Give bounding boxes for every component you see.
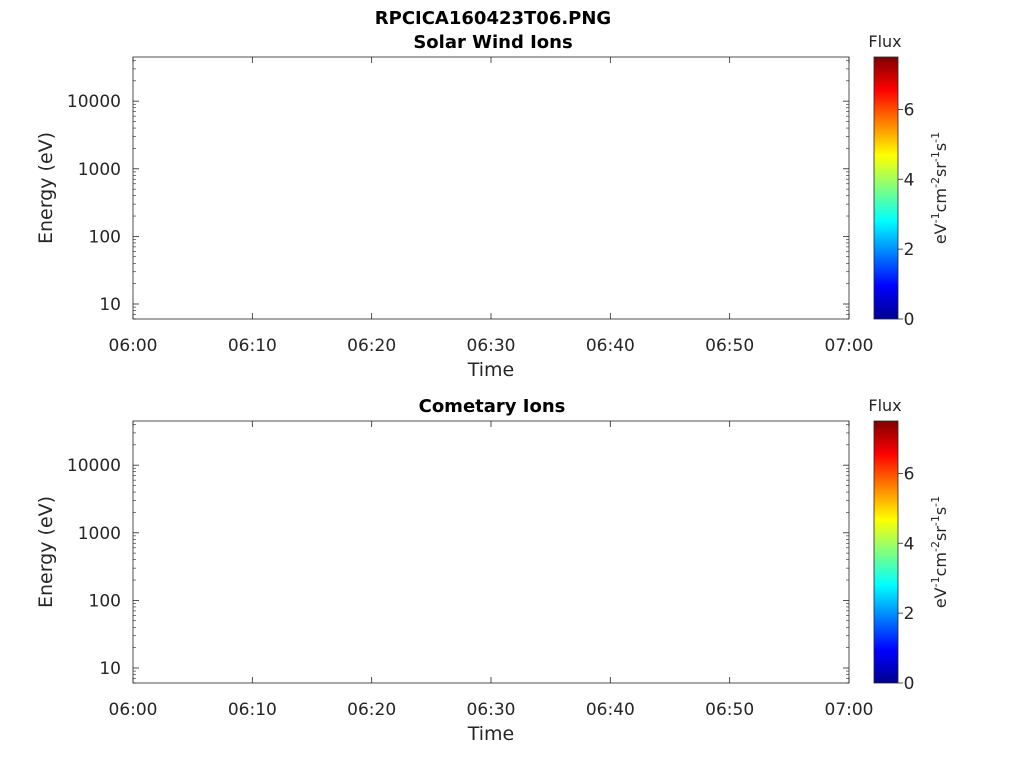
colorbar-2 — [873, 420, 899, 684]
colorbar-ticks-2: 0 2 4 6 — [898, 464, 914, 694]
colorbar-tick-label: 2 — [904, 240, 915, 260]
y-tick-label: 100 — [89, 591, 121, 611]
colorbar-tick-label: 4 — [904, 534, 915, 554]
x-tick-label: 06:00 — [109, 336, 158, 356]
colorbar-ticks-1: 0 2 4 6 — [898, 100, 914, 330]
x-tick-label: 06:10 — [228, 700, 277, 720]
y-axis-solar-wind: 10 100 1000 10000 — [67, 60, 849, 320]
colorbar-1 — [873, 56, 899, 320]
colorbar-label-2: eV-1cm-2sr-1s-1 — [929, 496, 950, 608]
y-tick-label: 100 — [89, 227, 121, 247]
colorbar-label-1: eV-1cm-2sr-1s-1 — [929, 132, 950, 244]
colorbar-tick-label: 0 — [904, 674, 915, 694]
y-tick-label: 1000 — [78, 524, 121, 544]
colorbar-tick-label: 6 — [904, 464, 915, 484]
panel-title-solar-wind: Solar Wind Ions — [413, 32, 572, 53]
cometary-panel: Cometary Ions 06:00 06:10 06:20 06:30 06:40 0… — [35, 396, 950, 745]
x-tick-label: 06:40 — [586, 336, 635, 356]
y-axis-label-cometary: Energy (eV) — [35, 496, 57, 608]
x-tick-label: 06:40 — [586, 700, 635, 720]
x-tick-label: 06:30 — [467, 336, 516, 356]
colorbar-tick-label: 6 — [904, 100, 915, 120]
x-tick-label: 06:10 — [228, 336, 277, 356]
y-tick-label: 10000 — [67, 92, 121, 112]
x-tick-label: 06:50 — [705, 700, 754, 720]
y-axis-label-solar-wind: Energy (eV) — [35, 132, 57, 244]
x-axis-label-solar-wind: Time — [467, 359, 515, 381]
plot-area-solar-wind — [133, 57, 849, 319]
x-axis-cometary: 06:00 06:10 06:20 06:30 06:40 06:50 07:00 — [109, 421, 874, 720]
x-tick-label: 06:20 — [347, 336, 396, 356]
figure-title: RPCICA160423T06.PNG — [375, 8, 611, 29]
x-axis-solar-wind: 06:00 06:10 06:20 06:30 06:40 06:50 07:00 — [109, 57, 874, 356]
plot-area-cometary — [133, 421, 849, 683]
x-tick-label: 07:00 — [825, 336, 874, 356]
y-tick-label: 10 — [99, 659, 121, 679]
solar-wind-panel: Solar Wind Ions 06:00 06:10 06:20 06:30 06:4… — [35, 32, 950, 381]
x-tick-label: 06:20 — [347, 700, 396, 720]
colorbar-title-1: Flux — [868, 32, 901, 51]
x-axis-label-cometary: Time — [467, 723, 515, 745]
colorbar-tick-label: 0 — [904, 310, 915, 330]
y-axis-cometary: 10 100 1000 10000 — [67, 424, 849, 684]
x-tick-label: 07:00 — [825, 700, 874, 720]
y-tick-label: 1000 — [78, 160, 121, 180]
colorbar-title-2: Flux — [868, 396, 901, 415]
panel-title-cometary: Cometary Ions — [419, 396, 566, 417]
colorbar-tick-label: 2 — [904, 604, 915, 624]
x-tick-label: 06:50 — [705, 336, 754, 356]
y-tick-label: 10000 — [67, 456, 121, 476]
colorbar-tick-label: 4 — [904, 170, 915, 190]
y-tick-label: 10 — [99, 295, 121, 315]
x-tick-label: 06:00 — [109, 700, 158, 720]
x-tick-label: 06:30 — [467, 700, 516, 720]
